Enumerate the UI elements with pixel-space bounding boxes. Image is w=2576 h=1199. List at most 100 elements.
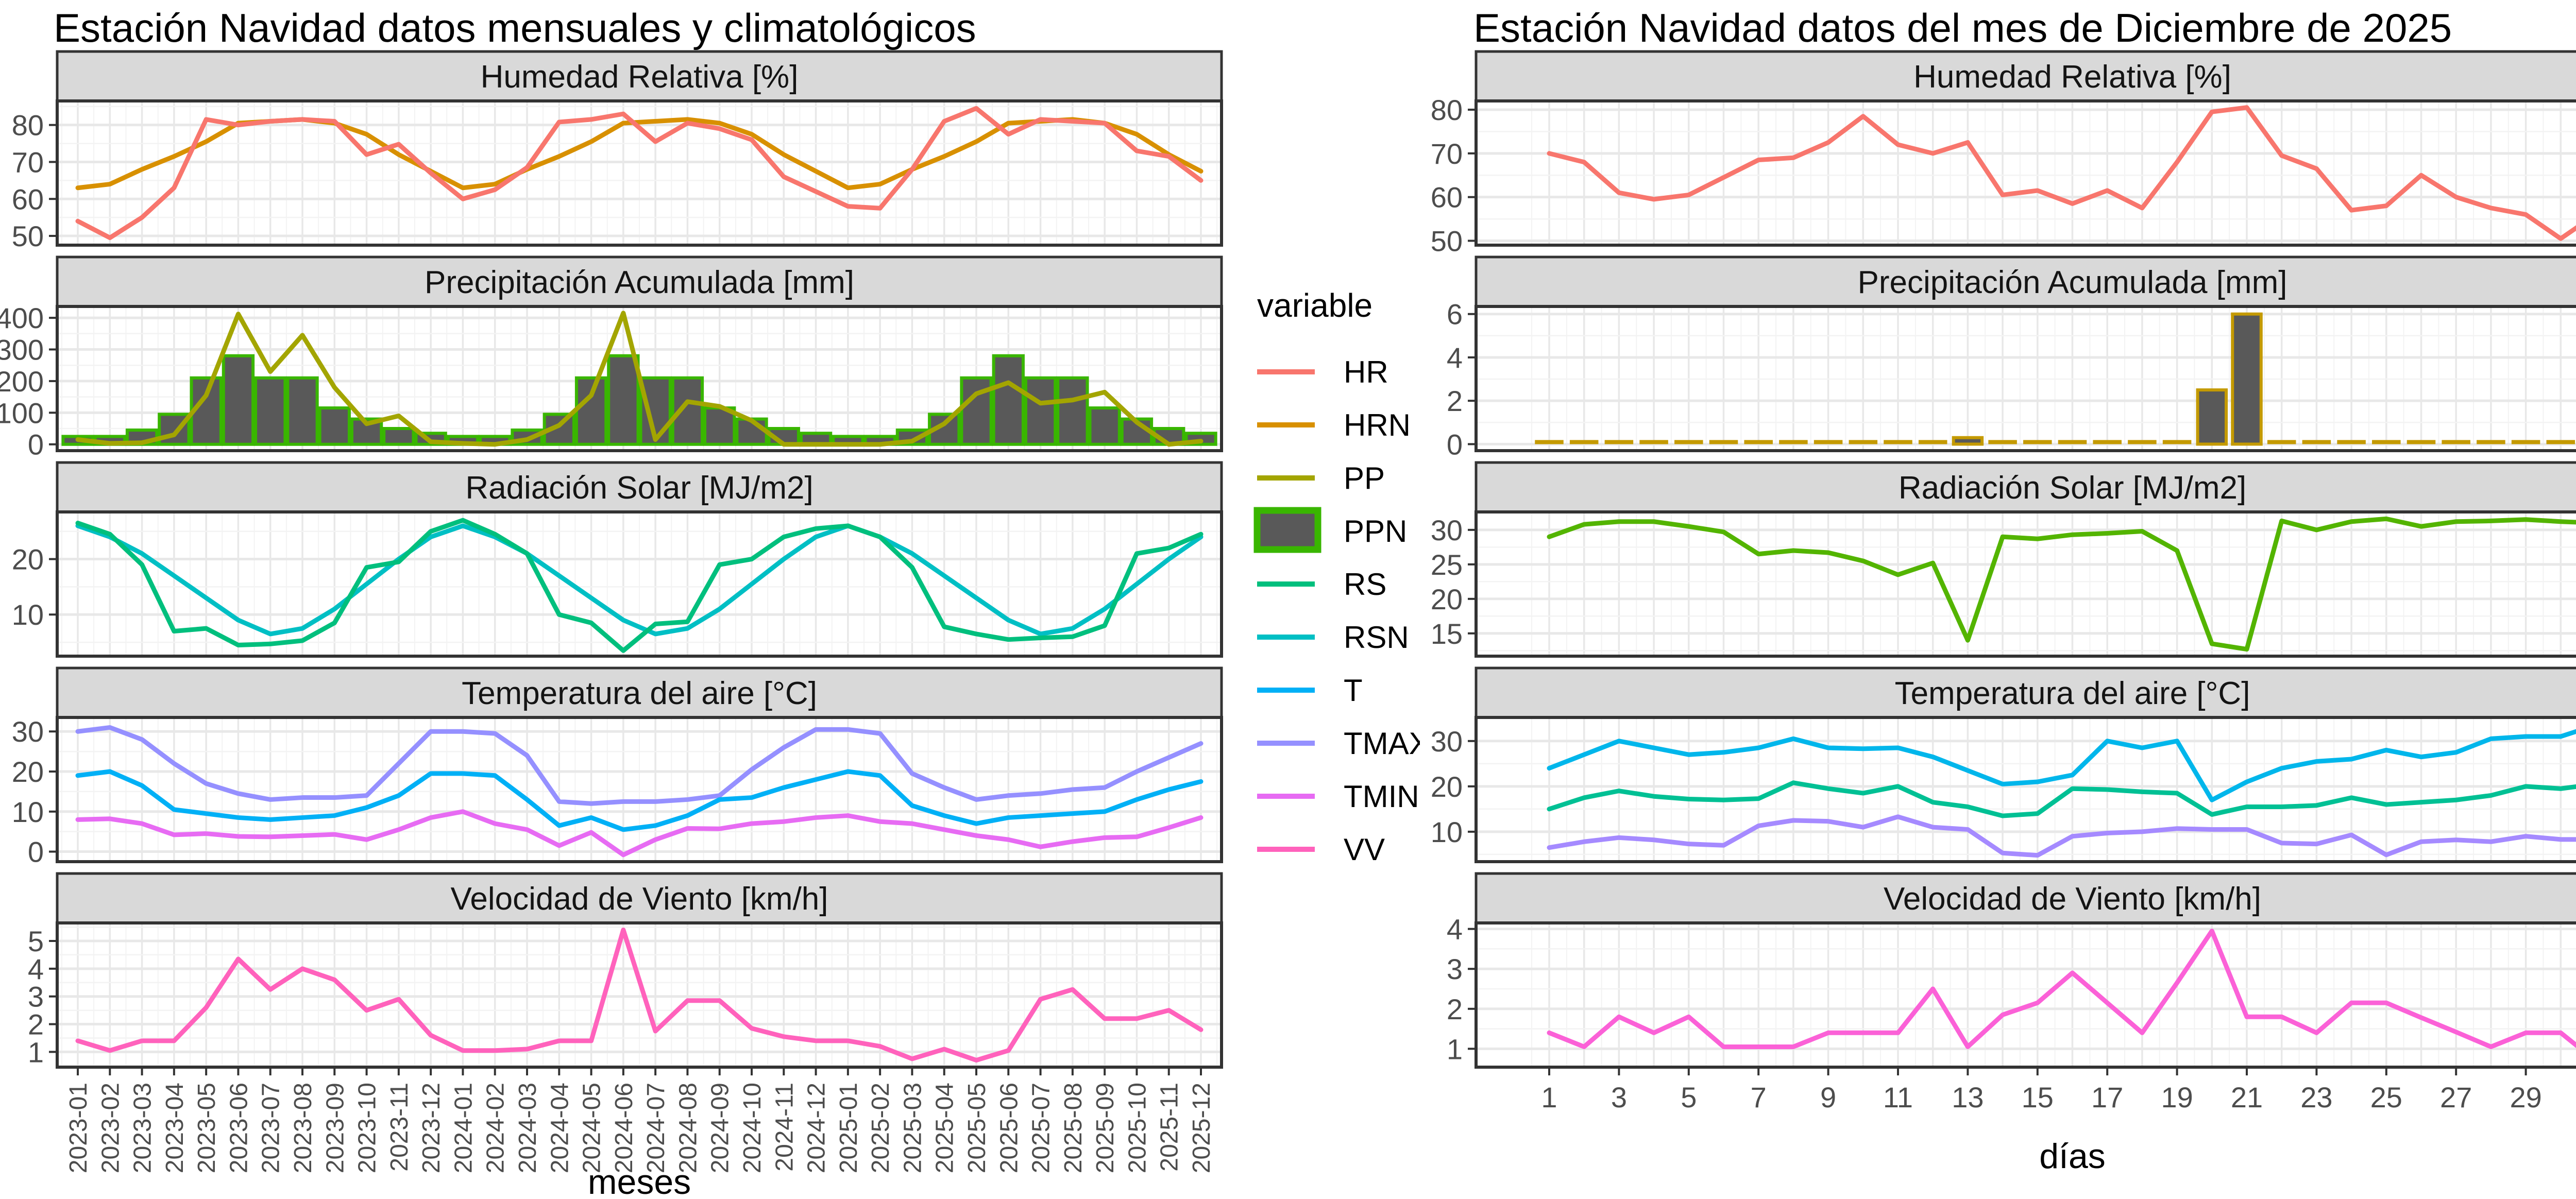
series-line-RSN bbox=[75, 523, 1204, 637]
series-line-PP bbox=[75, 311, 1204, 447]
legend-entry-label: PP bbox=[1344, 461, 1385, 495]
y-tick-label: 200 bbox=[0, 365, 44, 398]
x-tick-label: 2025-08 bbox=[1060, 1083, 1087, 1173]
bar-PP bbox=[1639, 440, 1668, 444]
bar-PP bbox=[2372, 440, 2401, 444]
figure-daily: Estación Navidad datos del mes de Diciem… bbox=[1420, 0, 2576, 1199]
y-tick-label: 3 bbox=[28, 981, 44, 1013]
x-tick-label: 5 bbox=[1681, 1081, 1697, 1114]
facet-strip-label: Precipitación Acumulada [mm] bbox=[1858, 265, 2287, 300]
x-tick-label: 13 bbox=[1952, 1081, 1984, 1114]
facet-strip bbox=[1475, 255, 2576, 308]
bar-PPN bbox=[1024, 376, 1057, 446]
panel-background bbox=[1476, 101, 2576, 245]
y-tick-label: 15 bbox=[1431, 618, 1463, 650]
y-tick-label: 70 bbox=[1431, 138, 1463, 170]
y-tick-label: 10 bbox=[1431, 816, 1463, 848]
y-tick-label: 300 bbox=[0, 334, 44, 366]
bar-PPN bbox=[574, 376, 608, 446]
x-tick-label: 2025-02 bbox=[867, 1083, 894, 1173]
y-tick-label: 0 bbox=[28, 836, 44, 868]
bar-PP bbox=[1709, 440, 1738, 444]
y-tick-label: 4 bbox=[1447, 341, 1463, 374]
bar-PP bbox=[1569, 440, 1599, 444]
facet-strip bbox=[1475, 461, 2576, 513]
x-axis-title: meses bbox=[588, 1162, 691, 1199]
series-line-HR bbox=[75, 106, 1204, 241]
bar-PPN bbox=[222, 354, 255, 446]
bar-PPN bbox=[960, 376, 993, 446]
bar-PP bbox=[2023, 440, 2052, 444]
x-tick-label: 15 bbox=[2022, 1081, 2054, 1114]
figure-monthly: Estación Navidad datos mensuales y clima… bbox=[0, 5, 1420, 1199]
facet-strip bbox=[56, 50, 1223, 102]
facet-strip-label: Radiación Solar [MJ/m2] bbox=[465, 470, 813, 506]
figure-canvas-daily: Humedad Relativa [%]50607080Precipitació… bbox=[1431, 50, 2576, 1176]
y-tick-label: 6 bbox=[1447, 298, 1463, 331]
y-tick-label: 0 bbox=[28, 429, 44, 461]
bar-PPN bbox=[254, 376, 287, 446]
x-tick-label: 2024-05 bbox=[579, 1083, 606, 1173]
bar-PP bbox=[1779, 440, 1808, 444]
panel-border bbox=[1475, 716, 2576, 863]
bar-PP bbox=[2162, 440, 2192, 444]
y-tick-label: 4 bbox=[1447, 913, 1463, 946]
series-line-TMIN bbox=[75, 809, 1204, 858]
bar-PP bbox=[2511, 440, 2540, 444]
x-tick-label: 2024-01 bbox=[450, 1083, 477, 1173]
x-tick-label: 19 bbox=[2161, 1081, 2193, 1114]
x-tick-label: 29 bbox=[2510, 1081, 2541, 1114]
y-tick-label: 10 bbox=[12, 598, 44, 631]
facet-strip bbox=[1475, 872, 2576, 924]
facet-strip bbox=[56, 872, 1223, 924]
x-tick-label: 1 bbox=[1541, 1081, 1557, 1114]
panel-border bbox=[1475, 305, 2576, 452]
bar-PP bbox=[2302, 440, 2331, 444]
y-tick-label: 20 bbox=[1431, 770, 1463, 803]
series-line-RS bbox=[1547, 516, 2576, 652]
bar-PP bbox=[1535, 440, 1564, 444]
panel-border bbox=[56, 305, 1223, 452]
y-tick-label: 10 bbox=[12, 796, 44, 828]
y-tick-label: 70 bbox=[12, 146, 44, 178]
series-line-HR bbox=[1547, 105, 2576, 241]
y-tick-label: 30 bbox=[12, 715, 44, 748]
series-line-T bbox=[1547, 780, 2576, 818]
x-tick-label: 2023-09 bbox=[321, 1083, 349, 1173]
x-tick-label: 2023-01 bbox=[65, 1083, 92, 1173]
bar-PP bbox=[1604, 440, 1634, 444]
panel-background bbox=[1476, 923, 2576, 1067]
bar-PPN bbox=[1056, 376, 1089, 446]
legend-key-PPN bbox=[1253, 507, 1321, 553]
bar-PP bbox=[1814, 440, 1843, 444]
x-tick-label: 2025-12 bbox=[1188, 1083, 1215, 1173]
x-tick-label: 3 bbox=[1611, 1081, 1627, 1114]
y-tick-label: 100 bbox=[0, 397, 44, 429]
x-tick-label: 2024-06 bbox=[611, 1083, 638, 1173]
facet-strip-label: Temperatura del aire [°C] bbox=[462, 676, 817, 711]
y-tick-label: 30 bbox=[1431, 514, 1463, 546]
series-line-TMAX bbox=[75, 725, 1204, 806]
x-tick-label: 2023-04 bbox=[161, 1083, 189, 1173]
figure-title-daily: Estación Navidad datos del mes de Diciem… bbox=[1473, 5, 2452, 50]
series-line-VV bbox=[75, 927, 1204, 1063]
x-tick-label: 2024-12 bbox=[803, 1083, 831, 1173]
panel-border bbox=[1475, 99, 2576, 247]
x-tick-label: 2025-05 bbox=[963, 1083, 991, 1173]
x-tick-label: 2024-02 bbox=[482, 1083, 510, 1173]
x-tick-label: 2023-02 bbox=[97, 1083, 124, 1173]
x-axis-title: días bbox=[2039, 1137, 2106, 1176]
panel-border bbox=[56, 510, 1223, 658]
bar-PP bbox=[1849, 440, 1878, 444]
bar-PP bbox=[2058, 440, 2087, 444]
x-tick-label: 2023-12 bbox=[418, 1083, 445, 1173]
y-tick-label: 60 bbox=[1431, 181, 1463, 214]
series-line-TMIN bbox=[1547, 814, 2576, 858]
facet-strip bbox=[56, 461, 1223, 513]
y-tick-label: 400 bbox=[0, 302, 44, 334]
x-tick-label: 2025-06 bbox=[995, 1083, 1023, 1173]
x-tick-label: 7 bbox=[1751, 1081, 1767, 1114]
panel-border bbox=[1475, 921, 2576, 1069]
x-tick-label: 2025-03 bbox=[899, 1083, 926, 1173]
